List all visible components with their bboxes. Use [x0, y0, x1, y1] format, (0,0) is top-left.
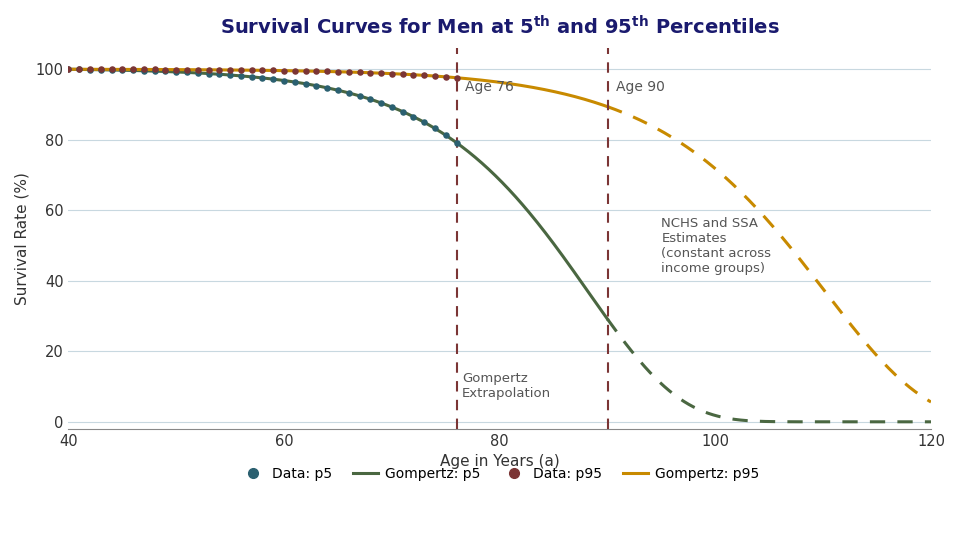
- Point: [190, 69, 205, 77]
- Point: [373, 99, 389, 107]
- Point: [126, 65, 141, 74]
- Point: [60, 65, 76, 73]
- Point: [417, 71, 432, 80]
- Point: [406, 112, 421, 121]
- Point: [201, 69, 216, 78]
- Point: [287, 78, 302, 86]
- Point: [427, 124, 443, 133]
- Y-axis label: Survival Rate (%): Survival Rate (%): [15, 172, 30, 305]
- Point: [276, 66, 292, 75]
- Point: [320, 67, 335, 76]
- Point: [254, 73, 270, 82]
- Point: [298, 66, 313, 75]
- Point: [384, 103, 399, 111]
- Point: [330, 86, 346, 94]
- Point: [254, 66, 270, 75]
- Point: [320, 84, 335, 92]
- Point: [190, 65, 205, 74]
- Text: Age 90: Age 90: [616, 80, 665, 94]
- Point: [136, 66, 152, 75]
- Point: [180, 65, 195, 74]
- Point: [147, 65, 162, 74]
- Point: [330, 68, 346, 76]
- Point: [93, 65, 108, 73]
- Text: Age 76: Age 76: [466, 80, 515, 94]
- Point: [104, 66, 119, 75]
- Point: [417, 118, 432, 126]
- Point: [104, 65, 119, 73]
- Point: [212, 70, 228, 78]
- Point: [114, 66, 130, 75]
- Point: [309, 67, 324, 76]
- Point: [373, 69, 389, 77]
- Point: [136, 65, 152, 74]
- Point: [266, 66, 281, 75]
- Point: [223, 66, 238, 75]
- Point: [244, 66, 259, 75]
- X-axis label: Age in Years (a): Age in Years (a): [440, 454, 560, 469]
- Point: [384, 69, 399, 78]
- Point: [363, 95, 378, 104]
- Text: NCHS and SSA
Estimates
(constant across
income groups): NCHS and SSA Estimates (constant across …: [661, 217, 772, 274]
- Point: [276, 76, 292, 85]
- Point: [201, 65, 216, 74]
- Point: [212, 65, 228, 74]
- Point: [233, 72, 249, 80]
- Point: [438, 131, 453, 140]
- Point: [395, 70, 410, 78]
- Point: [169, 68, 184, 76]
- Point: [147, 67, 162, 76]
- Title: Survival Curves for Men at 5$^{\mathregular{th}}$ and 95$^{\mathregular{th}}$ Pe: Survival Curves for Men at 5$^{\mathregu…: [220, 15, 780, 38]
- Text: Gompertz
Extrapolation: Gompertz Extrapolation: [462, 373, 551, 401]
- Point: [157, 67, 173, 76]
- Point: [169, 65, 184, 74]
- Point: [395, 107, 410, 116]
- Point: [223, 71, 238, 79]
- Point: [406, 70, 421, 79]
- Point: [244, 72, 259, 81]
- Point: [83, 65, 98, 74]
- Point: [71, 65, 86, 74]
- Point: [438, 72, 453, 81]
- Point: [449, 73, 465, 82]
- Point: [83, 65, 98, 73]
- Point: [352, 68, 368, 77]
- Point: [341, 89, 356, 97]
- Point: [309, 82, 324, 90]
- Point: [266, 75, 281, 84]
- Point: [233, 66, 249, 75]
- Point: [180, 68, 195, 77]
- Point: [341, 68, 356, 76]
- Point: [114, 65, 130, 73]
- Point: [60, 65, 76, 73]
- Point: [352, 92, 368, 100]
- Point: [71, 65, 86, 73]
- Point: [298, 79, 313, 88]
- Point: [126, 66, 141, 75]
- Legend: Data: p5, Gompertz: p5, Data: p95, Gompertz: p95: Data: p5, Gompertz: p5, Data: p95, Gompe…: [234, 462, 765, 487]
- Point: [157, 65, 173, 74]
- Point: [287, 66, 302, 75]
- Point: [427, 72, 443, 80]
- Point: [363, 69, 378, 77]
- Point: [93, 65, 108, 74]
- Point: [449, 138, 465, 147]
